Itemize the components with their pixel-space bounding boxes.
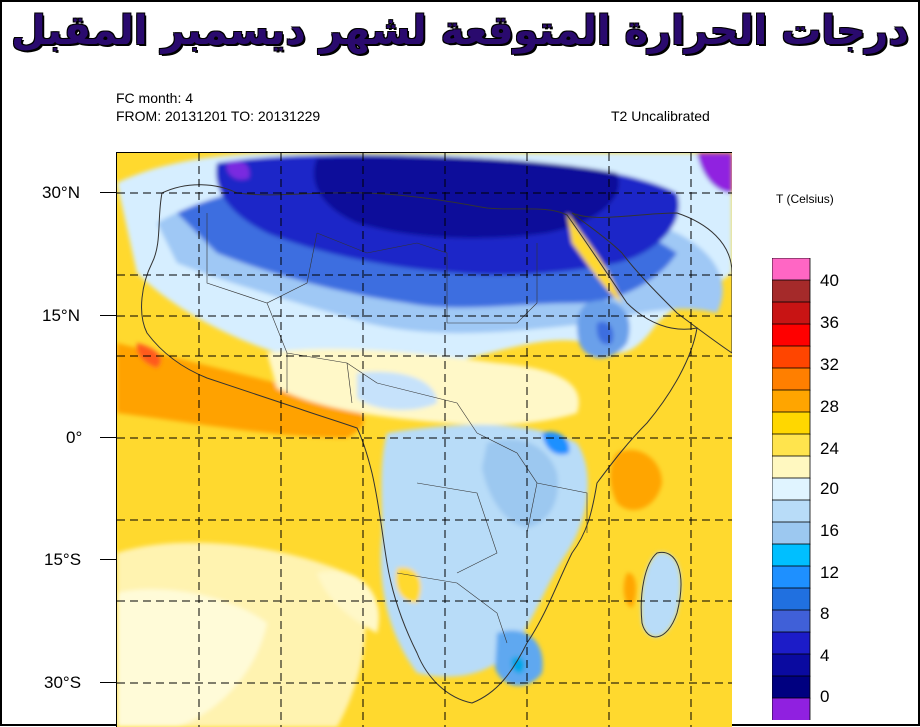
colorbar-label-40: 40 (820, 271, 839, 290)
colorbar-label-20: 20 (820, 479, 839, 498)
temperature-map (116, 152, 732, 727)
north-violet-spot (226, 160, 250, 180)
lat-label-15s: 15°S (44, 550, 82, 569)
lat-tick (100, 315, 116, 316)
colorbar-label-8: 8 (820, 604, 830, 623)
great-lakes-cool (482, 439, 558, 528)
lat-tick (100, 559, 116, 560)
colorbar-label-28: 28 (820, 397, 839, 416)
colorbar-swatch (772, 653, 811, 677)
colorbar-swatch (772, 323, 811, 347)
lat-tick (100, 437, 116, 438)
colorbar-swatch (772, 433, 811, 457)
lat-label-30n: 30°N (42, 183, 80, 202)
colorbar-swatch (772, 631, 811, 655)
lat-label-0: 0° (66, 428, 83, 447)
colorbar-swatch (772, 411, 811, 435)
lat-tick (100, 192, 116, 193)
madagascar (641, 552, 681, 637)
colorbar-swatch (772, 609, 811, 633)
lat-label-15n: 15°N (42, 306, 80, 325)
colorbar-swatch (772, 675, 811, 699)
red-sea-warm (567, 213, 622, 303)
east-coast-warm (610, 449, 662, 511)
colorbar-swatch (772, 367, 811, 391)
grid-lines (117, 153, 732, 727)
sahel-cool-patch (357, 371, 437, 410)
colorbar-swatch (772, 587, 811, 611)
mozambique-channel-warm (623, 572, 637, 608)
colorbar-swatch (772, 279, 811, 303)
colorbar-title: T (Celsius) (776, 192, 834, 206)
colorbar-swatch (772, 543, 811, 567)
colorbar-label-0: 0 (820, 687, 830, 706)
northeast-violet-spot (697, 153, 732, 193)
colorbar-swatch (772, 455, 811, 479)
colorbar (772, 258, 811, 720)
lat-tick (100, 682, 116, 683)
colorbar-swatch (772, 499, 811, 523)
date-range-label: FROM: 20131201 TO: 20131229 (116, 108, 321, 124)
colorbar-swatch (772, 345, 811, 369)
map-svg (117, 153, 732, 727)
lake-victoria-blue (542, 431, 570, 455)
arabia-outline (571, 212, 732, 354)
fc-month-label: FC month: 4 (116, 90, 194, 106)
south-atlantic-lighter (117, 589, 267, 727)
colorbar-swatch (772, 301, 811, 325)
southern-africa-cold-spot (511, 656, 525, 674)
page-title: درجات الحرارة المتوقعة لشهر ديسمبر المقب… (11, 8, 909, 54)
lat-label-30s: 30°S (44, 673, 82, 692)
madagascar-outline (640, 551, 682, 638)
colorbar-label-36: 36 (820, 313, 839, 332)
colorbar-label-4: 4 (820, 646, 830, 665)
colorbar-label-32: 32 (820, 355, 839, 374)
colorbar-label-24: 24 (820, 439, 839, 458)
colorbar-swatch (772, 521, 811, 545)
colorbar-swatch (772, 477, 811, 501)
colorbar-label-12: 12 (820, 563, 839, 582)
sahara-darkest-blue (313, 156, 619, 239)
calibration-label: T2 Uncalibrated (611, 108, 710, 124)
colorbar-swatch (772, 389, 811, 413)
colorbar-swatch (772, 258, 811, 281)
colorbar-label-16: 16 (820, 521, 839, 540)
colorbar-swatch (772, 697, 811, 720)
west-africa-warm-band (117, 343, 364, 438)
africa-coastline (141, 184, 698, 704)
colorbar-swatch (772, 565, 811, 589)
